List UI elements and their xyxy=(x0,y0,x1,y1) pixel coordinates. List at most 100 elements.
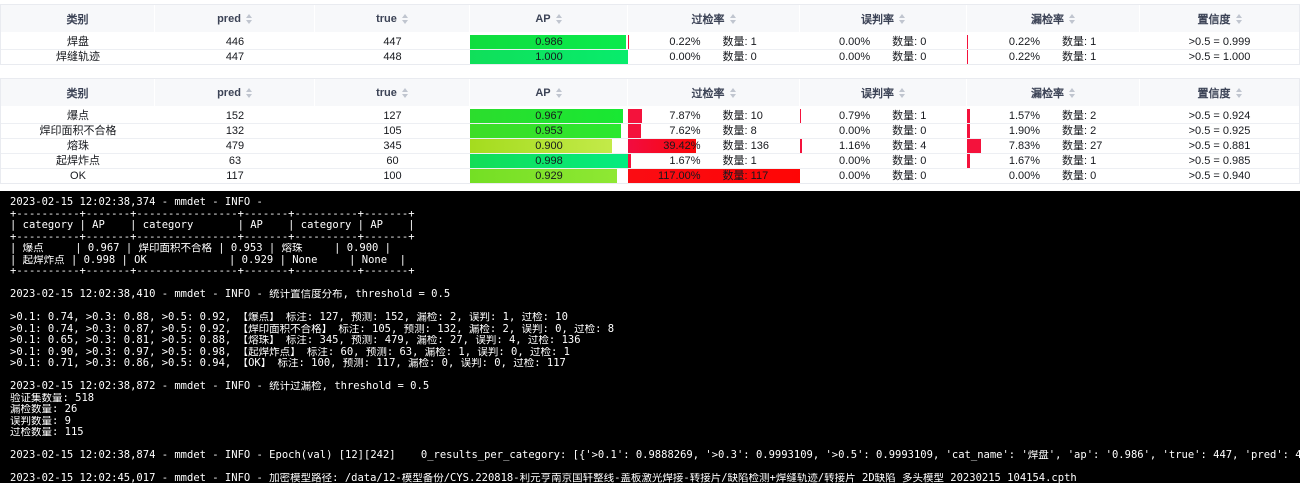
column-header-miss[interactable]: 漏检率 xyxy=(967,79,1140,106)
table-header-row: 类别 pred true AP 过检率 误判率 漏检率 置信度 xyxy=(1,5,1299,32)
true-cell: 127 xyxy=(315,109,470,123)
sort-icon[interactable] xyxy=(555,13,562,24)
terminal-output: 2023-02-15 12:02:38,374 - mmdet - INFO -… xyxy=(0,191,1300,483)
misjudge-rate-cell-percent: 0.00% xyxy=(838,35,871,48)
column-header-mis[interactable]: 误判率 xyxy=(800,79,967,106)
column-header-label: true xyxy=(376,12,397,25)
column-header-pred[interactable]: pred xyxy=(155,79,315,106)
true-cell: 100 xyxy=(315,169,470,183)
overdetect-rate-cell-percent: 0.22% xyxy=(669,35,701,48)
true-cell-value: 60 xyxy=(386,154,399,167)
column-header-conf[interactable]: 置信度 xyxy=(1140,5,1299,32)
column-header-label: 误判率 xyxy=(861,13,894,26)
confidence-cell-value: >0.5 = 0.881 xyxy=(1188,139,1251,152)
missdetect-rate-cell-bar xyxy=(967,35,969,49)
sort-icon[interactable] xyxy=(899,87,905,98)
pred-cell-value: 117 xyxy=(226,169,244,182)
sort-desc-icon xyxy=(899,93,905,98)
table-body: 焊盘 446 447 0.986 0.22% 数量: 1 0.00% 数量: 0 0.22% 数量… xyxy=(1,35,1299,64)
sort-icon[interactable] xyxy=(1069,13,1075,24)
category-cell-value: 焊印面积不合格 xyxy=(39,124,117,137)
column-header-ap[interactable]: AP xyxy=(470,5,628,32)
column-header-mis[interactable]: 误判率 xyxy=(800,5,967,32)
overdetect-rate-cell-text: 7.87% 数量: 10 xyxy=(628,110,800,123)
ap-cell: 0.953 xyxy=(470,124,628,138)
column-header-ap[interactable]: AP xyxy=(470,79,628,106)
missdetect-rate-cell-percent: 1.57% xyxy=(1008,109,1041,122)
misjudge-rate-cell-percent: 0.00% xyxy=(838,124,871,137)
sort-icon[interactable] xyxy=(899,13,905,24)
sort-icon[interactable] xyxy=(729,87,736,98)
misjudge-rate-cell-count: 数量: 0 xyxy=(892,169,927,182)
console-line: +----------+-------+----------------+---… xyxy=(10,231,415,243)
missdetect-rate-cell-bar xyxy=(967,139,981,153)
ap-value: 0.953 xyxy=(535,124,563,137)
misjudge-rate-cell-percent: 0.00% xyxy=(838,154,871,167)
sort-icon[interactable] xyxy=(1235,13,1242,24)
missdetect-rate-cell-text: 1.90% 数量: 2 xyxy=(967,125,1140,138)
true-cell: 448 xyxy=(315,50,470,64)
overdetect-rate-cell-bar xyxy=(628,139,696,153)
category-cell: 起焊炸点 xyxy=(1,154,155,168)
sort-asc-icon xyxy=(1235,87,1242,92)
column-header-over[interactable]: 过检率 xyxy=(628,5,800,32)
sort-icon[interactable] xyxy=(1235,87,1242,98)
category-cell-value: OK xyxy=(70,169,86,182)
misjudge-rate-cell-count: 数量: 0 xyxy=(892,50,927,63)
true-cell-value: 100 xyxy=(383,169,402,182)
sort-icon[interactable] xyxy=(1069,87,1075,98)
overdetect-rate-cell-text: 39.42% 数量: 136 xyxy=(628,140,800,153)
sort-icon[interactable] xyxy=(245,13,252,24)
overdetect-rate-cell-bar xyxy=(628,154,631,168)
overdetect-rate-cell-count: 数量: 1 xyxy=(722,154,757,167)
pred-cell: 479 xyxy=(155,139,315,153)
sort-icon[interactable] xyxy=(555,87,562,98)
overdetect-rate-cell-text: 117.00% 数量: 117 xyxy=(628,170,800,183)
sort-desc-icon xyxy=(1235,93,1242,98)
sort-asc-icon xyxy=(899,13,905,18)
ap-bar xyxy=(470,124,621,138)
ap-bar xyxy=(470,50,628,64)
column-header-conf[interactable]: 置信度 xyxy=(1140,79,1299,106)
sort-desc-icon xyxy=(245,93,252,98)
sort-desc-icon xyxy=(729,19,736,24)
column-header-true[interactable]: true xyxy=(315,5,470,32)
overdetect-rate-cell-count: 数量: 117 xyxy=(722,169,769,182)
console-line: 漏检数量: 26 xyxy=(10,404,78,415)
misjudge-rate-cell-percent: 1.16% xyxy=(838,139,871,152)
true-cell-value: 105 xyxy=(383,124,402,137)
sort-icon[interactable] xyxy=(401,13,408,24)
sort-desc-icon xyxy=(729,93,736,98)
console-line: | category | AP | category | AP | catego… xyxy=(10,220,415,231)
column-header-miss[interactable]: 漏检率 xyxy=(967,5,1140,32)
overdetect-rate-cell: 1.67% 数量: 1 xyxy=(628,154,800,168)
ap-bar xyxy=(470,35,626,49)
sort-icon[interactable] xyxy=(729,13,736,24)
category-cell: OK xyxy=(1,169,155,183)
category-cell-value: 焊盘 xyxy=(67,35,89,48)
category-cell: 熔珠 xyxy=(1,139,155,153)
sort-asc-icon xyxy=(1069,87,1075,92)
missdetect-rate-cell: 1.67% 数量: 1 xyxy=(967,154,1140,168)
confidence-cell-value: >0.5 = 0.925 xyxy=(1188,124,1251,137)
sort-desc-icon xyxy=(555,19,562,24)
misjudge-rate-cell-text: 0.00% 数量: 0 xyxy=(800,125,967,138)
console-line: 2023-02-15 12:02:38,410 - mmdet - INFO -… xyxy=(10,289,451,300)
misjudge-rate-cell-bar xyxy=(800,139,802,153)
true-cell-value: 447 xyxy=(383,35,402,48)
column-header-true[interactable]: true xyxy=(315,79,470,106)
sort-desc-icon xyxy=(899,19,905,24)
misjudge-rate-cell-count: 数量: 1 xyxy=(892,109,927,122)
pred-cell-value: 152 xyxy=(225,109,245,122)
sort-icon[interactable] xyxy=(401,87,408,98)
ap-value: 0.900 xyxy=(535,139,563,152)
true-cell: 60 xyxy=(315,154,470,168)
column-header-over[interactable]: 过检率 xyxy=(628,79,800,106)
sort-asc-icon xyxy=(899,87,905,92)
misjudge-rate-cell-count: 数量: 0 xyxy=(892,154,927,167)
missdetect-rate-cell-count: 数量: 2 xyxy=(1062,109,1097,122)
confidence-cell-value: >0.5 = 0.999 xyxy=(1188,35,1251,48)
column-header-pred[interactable]: pred xyxy=(155,5,315,32)
sort-icon[interactable] xyxy=(245,87,252,98)
misjudge-rate-cell: 1.16% 数量: 4 xyxy=(800,139,967,153)
